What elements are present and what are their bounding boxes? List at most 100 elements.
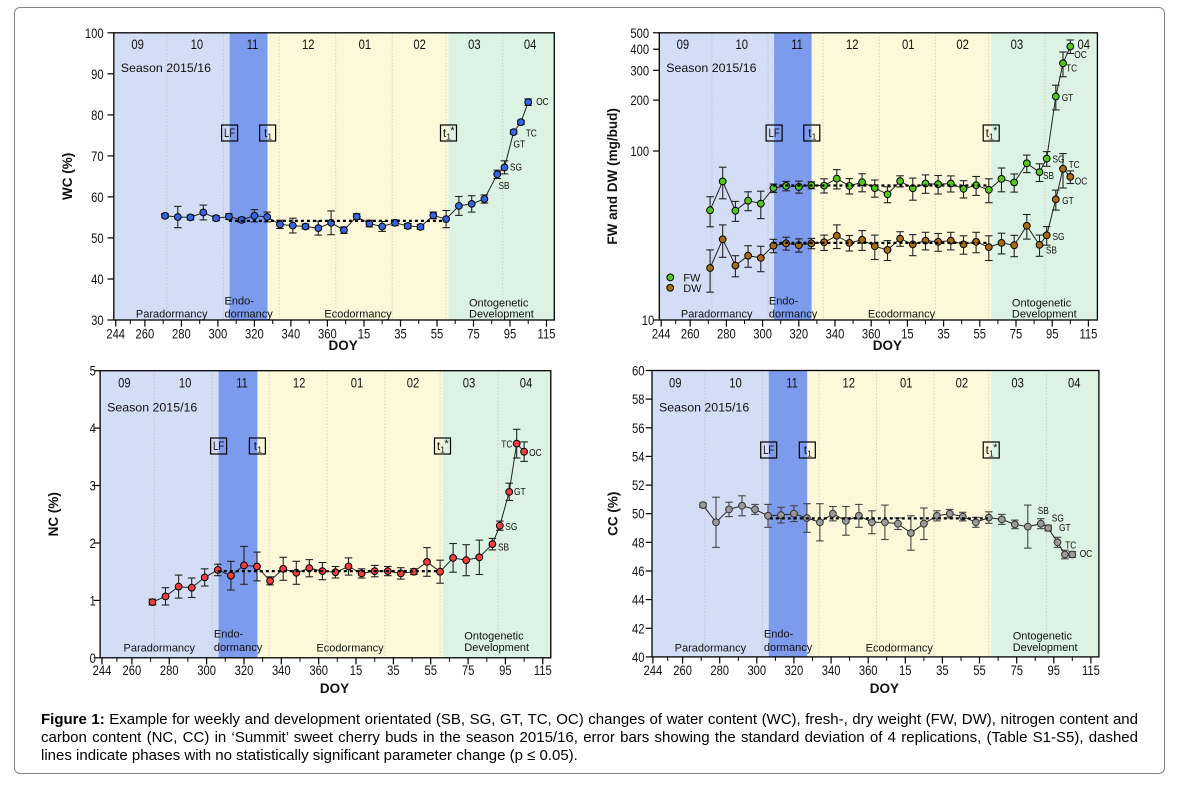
svg-text:115: 115 [534, 662, 552, 678]
svg-text:Ecodormancy: Ecodormancy [316, 642, 384, 654]
svg-text:115: 115 [1082, 662, 1100, 678]
svg-text:200: 200 [630, 92, 649, 108]
svg-text:5: 5 [90, 363, 96, 379]
svg-text:Development: Development [469, 309, 534, 321]
svg-text:75: 75 [462, 662, 475, 678]
svg-text:*: * [993, 125, 998, 137]
svg-text:260: 260 [123, 662, 142, 678]
svg-text:40: 40 [632, 649, 645, 665]
svg-text:Endo-: Endo- [764, 629, 794, 641]
svg-text:Season 2015/16: Season 2015/16 [659, 401, 749, 415]
svg-text:OC: OC [1074, 50, 1087, 61]
svg-text:52: 52 [632, 477, 645, 493]
svg-text:280: 280 [710, 662, 729, 678]
svg-text:260: 260 [681, 326, 700, 342]
svg-text:90: 90 [91, 66, 104, 82]
svg-text:42: 42 [632, 620, 645, 636]
svg-text:1: 1 [440, 445, 445, 455]
svg-text:95: 95 [504, 326, 517, 342]
svg-text:LF: LF [213, 441, 224, 453]
svg-text:400: 400 [630, 41, 649, 57]
svg-text:04: 04 [1078, 36, 1091, 52]
svg-text:320: 320 [235, 662, 254, 678]
svg-text:80: 80 [91, 107, 104, 123]
svg-text:360: 360 [318, 326, 337, 342]
svg-text:02: 02 [956, 36, 969, 52]
svg-text:Ontogenetic: Ontogenetic [469, 298, 529, 310]
svg-text:02: 02 [956, 375, 969, 391]
svg-text:DOY: DOY [328, 338, 357, 353]
svg-text:t: t [808, 126, 812, 140]
svg-text:1: 1 [807, 449, 812, 459]
svg-text:15: 15 [899, 662, 912, 678]
svg-text:35: 35 [937, 326, 950, 342]
svg-text:*: * [450, 125, 455, 137]
svg-text:35: 35 [936, 662, 949, 678]
svg-text:15: 15 [901, 326, 914, 342]
svg-text:Ecodormancy: Ecodormancy [866, 642, 934, 654]
svg-text:t: t [986, 443, 990, 457]
svg-text:dormancy: dormancy [769, 309, 818, 321]
svg-text:44: 44 [632, 592, 645, 608]
svg-text:Development: Development [464, 642, 529, 654]
svg-text:35: 35 [387, 662, 400, 678]
svg-text:Paradormancy: Paradormancy [136, 309, 208, 321]
svg-text:Development: Development [1012, 309, 1077, 321]
svg-text:t: t [254, 439, 258, 453]
svg-text:54: 54 [632, 449, 645, 465]
svg-text:300: 300 [630, 62, 649, 78]
svg-text:95: 95 [1046, 326, 1059, 342]
svg-text:09: 09 [669, 375, 682, 391]
svg-text:95: 95 [1048, 662, 1061, 678]
svg-text:SB: SB [1043, 171, 1054, 182]
svg-text:LF: LF [224, 128, 235, 140]
svg-text:GT: GT [1059, 523, 1071, 534]
svg-text:244: 244 [644, 662, 663, 678]
svg-text:340: 340 [822, 662, 841, 678]
svg-text:60: 60 [632, 363, 645, 379]
svg-text:11: 11 [791, 36, 803, 52]
svg-text:1: 1 [812, 132, 817, 142]
svg-text:2: 2 [90, 535, 96, 551]
svg-text:10: 10 [642, 312, 655, 328]
svg-text:340: 340 [282, 326, 301, 342]
svg-text:Ontogenetic: Ontogenetic [1013, 631, 1073, 643]
svg-text:Ontogenetic: Ontogenetic [1012, 298, 1072, 310]
svg-text:60: 60 [91, 189, 104, 205]
svg-text:Paradormancy: Paradormancy [675, 642, 747, 654]
svg-text:dormancy: dormancy [214, 642, 263, 654]
svg-text:260: 260 [673, 662, 692, 678]
svg-text:GT: GT [514, 139, 526, 150]
svg-text:0: 0 [90, 650, 96, 666]
svg-text:11: 11 [786, 375, 798, 391]
svg-text:1: 1 [257, 445, 262, 455]
svg-text:WC (%): WC (%) [60, 153, 75, 200]
svg-text:55: 55 [431, 326, 444, 342]
svg-text:115: 115 [1079, 326, 1097, 342]
svg-text:02: 02 [413, 36, 426, 52]
svg-text:Ecodormancy: Ecodormancy [324, 309, 392, 321]
svg-text:Ecodormancy: Ecodormancy [868, 309, 936, 321]
svg-text:04: 04 [524, 36, 537, 52]
svg-text:115: 115 [538, 326, 556, 342]
svg-text:GT: GT [1062, 93, 1074, 104]
svg-text:55: 55 [973, 662, 986, 678]
svg-text:09: 09 [118, 375, 131, 391]
svg-text:CC (%): CC (%) [605, 492, 620, 536]
svg-text:01: 01 [351, 375, 364, 391]
svg-text:Paradormancy: Paradormancy [124, 642, 196, 654]
svg-text:OC: OC [529, 448, 542, 459]
svg-text:02: 02 [407, 375, 420, 391]
svg-text:100: 100 [630, 143, 649, 159]
svg-text:SB: SB [1038, 506, 1049, 517]
svg-text:35: 35 [394, 326, 407, 342]
svg-text:Endo-: Endo- [769, 296, 799, 308]
svg-text:500: 500 [630, 25, 649, 41]
svg-text:Development: Development [1013, 642, 1078, 654]
svg-text:46: 46 [632, 563, 645, 579]
svg-text:10: 10 [179, 375, 192, 391]
svg-text:LF: LF [769, 128, 780, 140]
svg-text:75: 75 [467, 326, 480, 342]
svg-text:OC: OC [1080, 549, 1093, 560]
svg-text:360: 360 [859, 662, 878, 678]
